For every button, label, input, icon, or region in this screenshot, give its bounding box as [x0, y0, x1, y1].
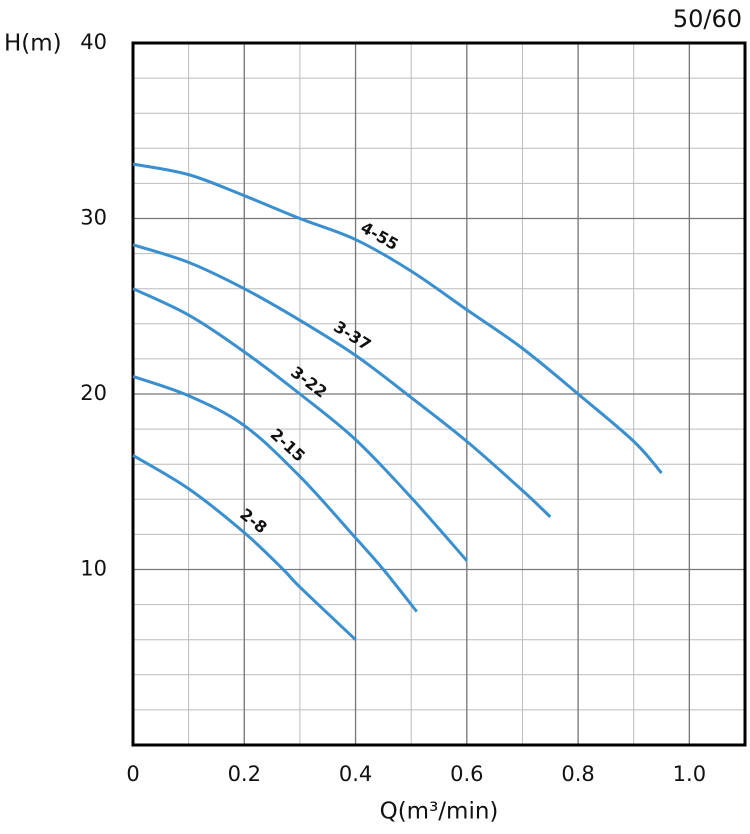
x-axis-label: Q(m³/min): [380, 799, 499, 825]
curve: [132, 243, 552, 518]
plot-frame: [131, 41, 747, 747]
curve: [132, 375, 418, 613]
y-tick-label: 40: [80, 30, 107, 54]
curve-label: 3-37: [330, 317, 374, 354]
x-tick-label: 0.6: [450, 762, 483, 786]
curve-label: 3-22: [287, 362, 330, 401]
y-tick-label: 10: [80, 557, 107, 581]
curve: [132, 454, 357, 641]
curve-label: 4-55: [358, 218, 402, 254]
y-tick-label: 20: [80, 381, 107, 405]
curve: [132, 287, 468, 562]
curve-label: 2-8: [236, 504, 270, 537]
x-tick-label: 0.8: [561, 762, 594, 786]
x-tick-label: 0.4: [339, 762, 372, 786]
chart-title: 50/60: [673, 5, 742, 33]
y-tick-label: 30: [80, 206, 107, 230]
curve-label: 2-15: [267, 425, 309, 466]
curve: [132, 162, 663, 474]
x-tick-label: 0: [126, 762, 139, 786]
x-tick-label: 0.2: [228, 762, 261, 786]
y-axis-label: H(m): [4, 31, 62, 57]
x-tick-label: 1.0: [673, 762, 706, 786]
